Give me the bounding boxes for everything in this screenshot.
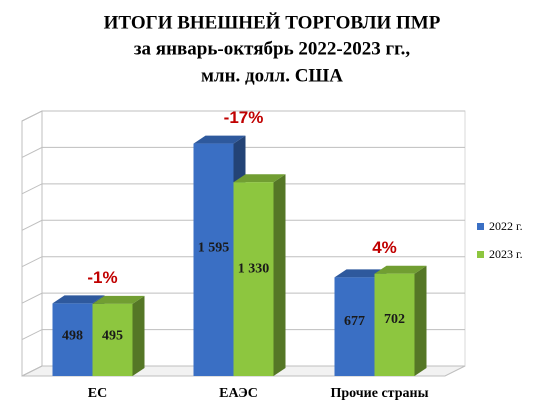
- bar: [334, 277, 375, 376]
- value-label: 495: [102, 329, 123, 344]
- grid-line: [21, 292, 465, 304]
- bar-side: [273, 174, 286, 376]
- x-tick-label: ЕС: [88, 386, 107, 401]
- bar: [52, 303, 93, 376]
- bar-top: [374, 265, 427, 274]
- chart-title: ИТОГИ ВНЕШНЕЙ ТОРГОВЛИ ПМР: [104, 11, 441, 33]
- value-label: 702: [384, 312, 405, 327]
- bar-side: [414, 265, 427, 376]
- value-label: 1 595: [198, 240, 230, 255]
- value-label: 677: [344, 314, 365, 329]
- bar-side: [132, 295, 145, 376]
- bar-top: [52, 295, 105, 304]
- bar: [193, 143, 234, 376]
- x-tick-label: Прочие страны: [330, 386, 428, 401]
- legend-label: 2023 г.: [489, 247, 523, 261]
- bar-top: [193, 135, 246, 144]
- grid-line: [21, 365, 465, 377]
- grid-line: [21, 110, 465, 122]
- grid-line: [21, 183, 465, 195]
- legend-swatch: [477, 223, 484, 230]
- value-label: 1 330: [238, 262, 270, 277]
- bar: [233, 182, 274, 376]
- x-tick-label: ЕАЭС: [219, 386, 258, 401]
- bar: [374, 273, 415, 376]
- legend-swatch: [477, 251, 484, 258]
- chart-subtitle: млн. долл. США: [201, 65, 343, 86]
- bar-top: [92, 295, 145, 304]
- chart-subtitle: за январь-октябрь 2022-2023 гг.,: [134, 38, 410, 59]
- bar: [92, 303, 133, 376]
- value-label: 498: [62, 328, 83, 343]
- grid-line: [21, 329, 465, 341]
- side-wall: [21, 110, 43, 377]
- bar-top: [233, 174, 286, 183]
- legend-label: 2022 г.: [489, 219, 523, 233]
- annotation: -17%: [224, 108, 264, 127]
- bar-top: [334, 269, 387, 278]
- grid-line: [21, 219, 465, 231]
- grid-line: [21, 256, 465, 268]
- grid-line: [21, 146, 465, 158]
- annotation: 4%: [372, 238, 397, 257]
- annotation: -1%: [87, 268, 117, 287]
